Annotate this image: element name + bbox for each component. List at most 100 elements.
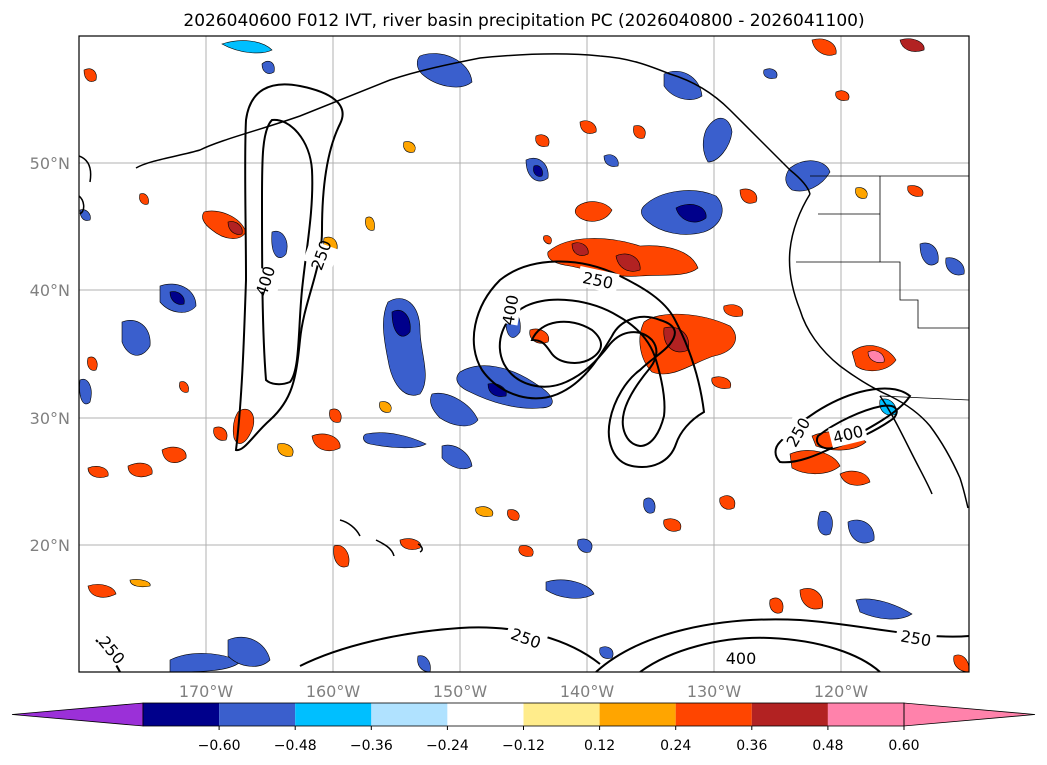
precip-negative-region — [919, 242, 939, 266]
precip-positive-region — [139, 193, 149, 205]
map-area — [79, 36, 969, 672]
coastline-kamchatka — [79, 155, 92, 215]
lon-label-120w: 120°W — [814, 682, 869, 701]
precip-positive-region — [855, 187, 868, 199]
precip-positive-region — [769, 597, 784, 614]
precip-negative-region — [817, 510, 833, 536]
colorbar-bin — [827, 703, 904, 726]
precip-positive-region — [633, 125, 646, 139]
precip-negative-region — [763, 68, 778, 79]
coastline-aleutians-alaska — [135, 53, 811, 195]
lon-label-150w: 150°W — [433, 682, 488, 701]
precip-positive-region — [811, 38, 837, 56]
precip-negative-region — [545, 579, 595, 599]
precip-positive-region — [899, 38, 925, 52]
precip-positive-region — [789, 450, 841, 475]
precip-positive-region — [663, 518, 682, 532]
lon-label-160w: 160°W — [306, 682, 361, 701]
lon-label-130w: 130°W — [687, 682, 742, 701]
colorbar-bin — [143, 703, 220, 726]
precip-positive-region — [403, 141, 416, 153]
colorbar-tick-label: 0.36 — [736, 738, 767, 754]
precip-negative-region — [855, 598, 913, 620]
precip-positive-region — [329, 408, 342, 423]
ivt-contour-400-west — [261, 118, 314, 386]
precip-positive-region — [719, 495, 736, 510]
border-us-mexico — [879, 395, 969, 401]
precip-positive-region — [579, 120, 597, 134]
precip-positive-region — [129, 579, 151, 588]
precip-negative-region — [675, 204, 707, 223]
colorbar-bin — [219, 703, 296, 726]
ivt-contour-250-west — [234, 83, 344, 452]
precip-positive-region — [571, 242, 589, 256]
precip-positive-region — [867, 350, 885, 363]
colorbar-bin — [675, 703, 752, 726]
precip-positive-region — [87, 356, 98, 371]
precip-negative-region — [417, 655, 431, 672]
precip-negative-region — [221, 40, 273, 54]
precip-positive-region — [161, 446, 187, 463]
contour-label-400-south: 400 — [726, 649, 757, 668]
precip-positive-region — [711, 376, 732, 389]
precip-positive-region — [543, 235, 552, 245]
colorbar-tick-label: 0.48 — [812, 738, 843, 754]
precip-negative-region — [643, 497, 656, 514]
precip-positive-region — [277, 443, 294, 457]
precip-positive-region — [518, 545, 534, 557]
colorbar-over-extension — [903, 702, 1036, 727]
precip-negative-region — [599, 646, 614, 659]
precip-positive-region — [953, 654, 969, 672]
precip-positive-region — [213, 426, 228, 441]
coastlines — [79, 53, 969, 557]
precip-positive-region — [723, 304, 744, 317]
precip-positive-region — [799, 588, 824, 610]
coastline-hawaii — [339, 519, 423, 557]
lon-label-170w: 170°W — [179, 682, 234, 701]
colorbar: −0.60 −0.48 −0.36 −0.24 −0.12 0.12 0.24 0.36 0.4… — [11, 702, 1036, 754]
precip-negative-region — [430, 392, 479, 427]
precip-negative-region — [271, 230, 288, 258]
ivt-contour-250-california — [774, 387, 912, 464]
ivt-contour-400-cyclone — [498, 298, 666, 448]
precip-negative-region — [391, 310, 411, 337]
lat-label-50n: 50°N — [30, 154, 70, 173]
precip-positive-region — [739, 188, 758, 204]
colorbar-tick-label: 0.12 — [584, 738, 615, 754]
colorbar-tick-label: 0.24 — [660, 738, 691, 754]
lon-label-140w: 140°W — [560, 682, 615, 701]
ivt-contour-400-california — [816, 404, 898, 450]
ivt-contour-250-south — [299, 626, 601, 667]
precip-positive-region — [365, 216, 375, 231]
precip-negative-region — [261, 60, 275, 74]
border-us-states — [796, 213, 880, 263]
precip-negative-region — [847, 519, 875, 544]
precip-negative-region — [441, 444, 473, 470]
precip-positive-region — [839, 470, 871, 486]
longitude-labels: 170°W 160°W 150°W 140°W 130°W 120°W — [179, 682, 869, 701]
precip-negative-region — [227, 636, 271, 667]
colorbar-under-extension — [11, 702, 144, 727]
colorbar-bin — [751, 703, 828, 726]
ivt-contours — [95, 83, 969, 672]
map-frame — [78, 35, 970, 673]
precip-negative-region — [533, 165, 543, 177]
colorbar-tick-label: −0.36 — [350, 738, 393, 754]
precip-positive-region — [311, 433, 341, 451]
colorbar-tick-label: −0.60 — [198, 738, 241, 754]
precip-positive-region — [87, 466, 109, 478]
precip-positive-region — [835, 90, 850, 101]
lat-label-30n: 30°N — [30, 409, 70, 428]
precip-negative-region — [603, 154, 619, 167]
precip-positive-region — [379, 401, 392, 413]
lat-label-20n: 20°N — [30, 536, 70, 555]
map-title: 2026040600 F012 IVT, river basin precipi… — [183, 11, 864, 31]
lat-label-40n: 40°N — [30, 281, 70, 300]
precip-positive-region — [127, 462, 153, 478]
precip-positive-region — [333, 545, 350, 568]
precip-positive-region — [535, 134, 550, 147]
political-borders — [796, 175, 969, 401]
colorbar-bin — [599, 703, 676, 726]
precip-positive-region — [83, 68, 97, 82]
